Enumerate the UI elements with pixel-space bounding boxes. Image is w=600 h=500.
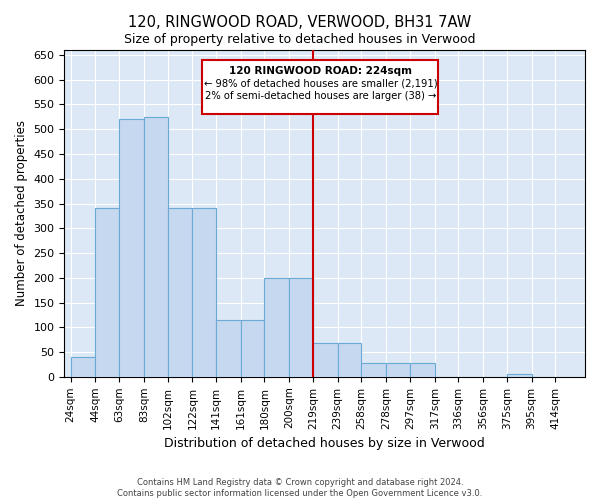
Bar [338, 343, 361, 377]
Bar [167, 208, 193, 377]
Bar [313, 343, 338, 377]
Bar [202, 60, 439, 114]
Bar [95, 208, 119, 377]
Bar [386, 363, 410, 377]
Text: ← 98% of detached houses are smaller (2,191): ← 98% of detached houses are smaller (2,… [203, 78, 437, 88]
Bar [410, 363, 434, 377]
Bar [241, 320, 265, 377]
Bar [144, 117, 167, 377]
Text: 2% of semi-detached houses are larger (38) →: 2% of semi-detached houses are larger (3… [205, 90, 436, 101]
Text: Contains HM Land Registry data © Crown copyright and database right 2024.
Contai: Contains HM Land Registry data © Crown c… [118, 478, 482, 498]
Text: 120, RINGWOOD ROAD, VERWOOD, BH31 7AW: 120, RINGWOOD ROAD, VERWOOD, BH31 7AW [128, 15, 472, 30]
Bar [119, 120, 144, 377]
Text: Size of property relative to detached houses in Verwood: Size of property relative to detached ho… [124, 32, 476, 46]
Text: 120 RINGWOOD ROAD: 224sqm: 120 RINGWOOD ROAD: 224sqm [229, 66, 412, 76]
Bar [193, 208, 216, 377]
X-axis label: Distribution of detached houses by size in Verwood: Distribution of detached houses by size … [164, 437, 485, 450]
Y-axis label: Number of detached properties: Number of detached properties [15, 120, 28, 306]
Bar [507, 374, 532, 377]
Bar [361, 363, 386, 377]
Bar [289, 278, 313, 377]
Bar [265, 278, 289, 377]
Bar [216, 320, 241, 377]
Bar [71, 357, 95, 377]
